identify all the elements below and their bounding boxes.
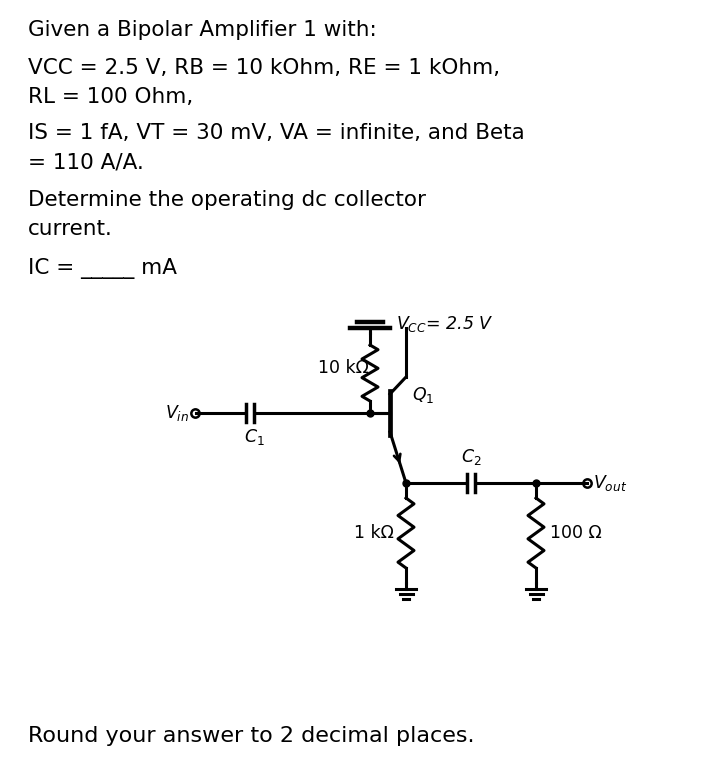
Text: $Q_1$: $Q_1$	[412, 385, 435, 405]
Text: $V_{in}$: $V_{in}$	[165, 403, 189, 423]
Text: $C_2$: $C_2$	[460, 447, 481, 467]
Text: 100 Ω: 100 Ω	[550, 524, 601, 542]
Text: VCC = 2.5 V, RB = 10 kOhm, RE = 1 kOhm,: VCC = 2.5 V, RB = 10 kOhm, RE = 1 kOhm,	[28, 58, 500, 78]
Text: $V_{out}$: $V_{out}$	[593, 473, 627, 493]
Text: current.: current.	[28, 219, 113, 239]
Text: Given a Bipolar Amplifier 1 with:: Given a Bipolar Amplifier 1 with:	[28, 20, 377, 40]
Text: IS = 1 fA, VT = 30 mV, VA = infinite, and Beta: IS = 1 fA, VT = 30 mV, VA = infinite, an…	[28, 123, 525, 143]
Text: Round your answer to 2 decimal places.: Round your answer to 2 decimal places.	[28, 726, 475, 746]
Text: 10 kΩ: 10 kΩ	[318, 359, 369, 377]
Text: RL = 100 Ohm,: RL = 100 Ohm,	[28, 87, 193, 107]
Text: Determine the operating dc collector: Determine the operating dc collector	[28, 190, 426, 210]
Text: IC = _____ mA: IC = _____ mA	[28, 258, 177, 279]
Text: $C_1$: $C_1$	[243, 427, 264, 447]
Text: = 110 A/A.: = 110 A/A.	[28, 152, 144, 172]
Text: 1 kΩ: 1 kΩ	[354, 524, 394, 542]
Text: $V_{CC}$= 2.5 V: $V_{CC}$= 2.5 V	[396, 314, 493, 334]
